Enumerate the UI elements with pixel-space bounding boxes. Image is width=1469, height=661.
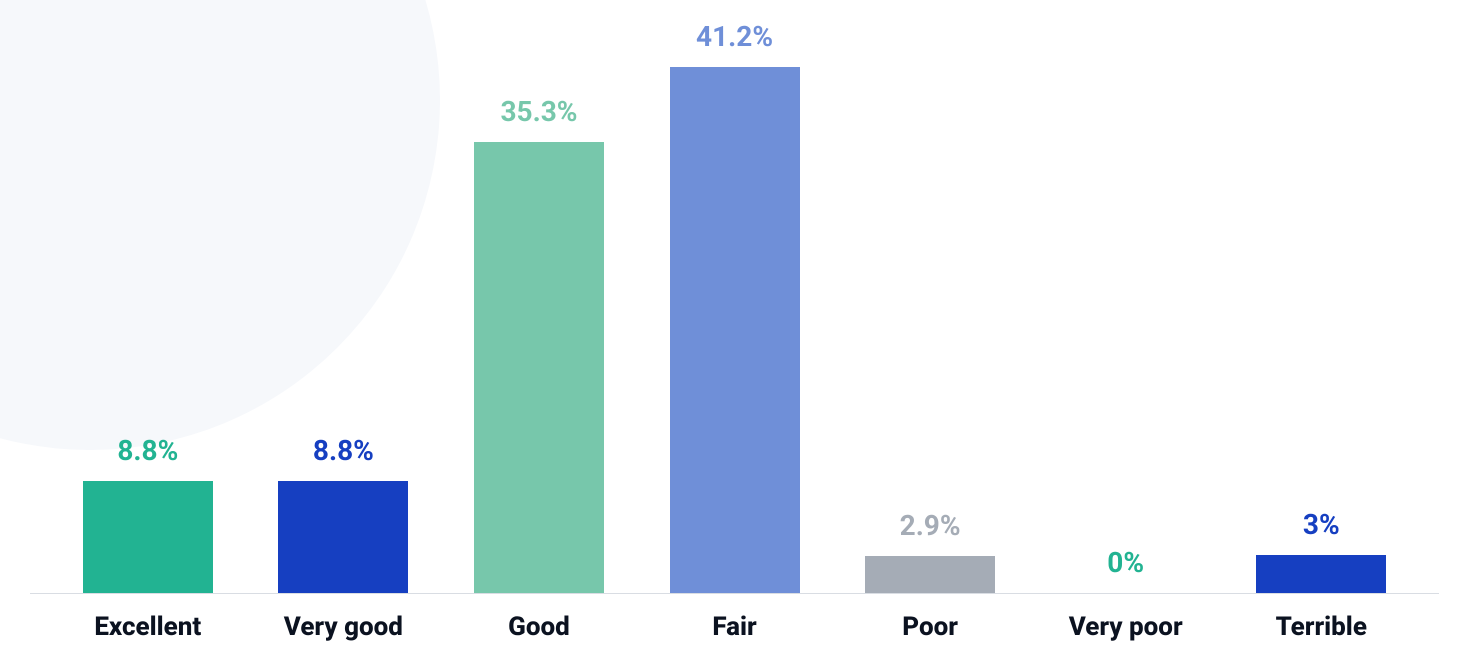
bar xyxy=(83,481,213,593)
category-label: Very poor xyxy=(1028,612,1224,642)
category-label: Excellent xyxy=(50,612,246,642)
category-label: Fair xyxy=(637,612,833,642)
value-label: 41.2% xyxy=(696,20,773,53)
category-labels-row: Excellent Very good Good Fair Poor Very … xyxy=(30,594,1439,642)
bar xyxy=(670,67,800,593)
value-label: 35.3% xyxy=(500,95,577,128)
bar-group-terrible: 3% xyxy=(1223,20,1419,593)
bar-group-very-good: 8.8% xyxy=(246,20,442,593)
bar-group-poor: 2.9% xyxy=(832,20,1028,593)
bar xyxy=(865,556,995,593)
category-label: Terrible xyxy=(1223,612,1419,642)
bars-row: 8.8% 8.8% 35.3% 41.2% 2.9% 0% xyxy=(30,20,1439,593)
bar-group-very-poor: 0% xyxy=(1028,20,1224,593)
value-label: 2.9% xyxy=(900,509,961,542)
value-label: 0% xyxy=(1107,546,1144,579)
value-label: 3% xyxy=(1303,508,1340,541)
bar-group-good: 35.3% xyxy=(441,20,637,593)
value-label: 8.8% xyxy=(117,434,178,467)
bar-chart: 8.8% 8.8% 35.3% 41.2% 2.9% 0% xyxy=(0,0,1469,661)
bar xyxy=(1256,555,1386,593)
value-label: 8.8% xyxy=(313,434,374,467)
bar-group-excellent: 8.8% xyxy=(50,20,246,593)
bar xyxy=(278,481,408,593)
bar xyxy=(474,142,604,593)
plot-area: 8.8% 8.8% 35.3% 41.2% 2.9% 0% xyxy=(30,20,1439,594)
bar-group-fair: 41.2% xyxy=(637,20,833,593)
category-label: Good xyxy=(441,612,637,642)
category-label: Very good xyxy=(246,612,442,642)
category-label: Poor xyxy=(832,612,1028,642)
